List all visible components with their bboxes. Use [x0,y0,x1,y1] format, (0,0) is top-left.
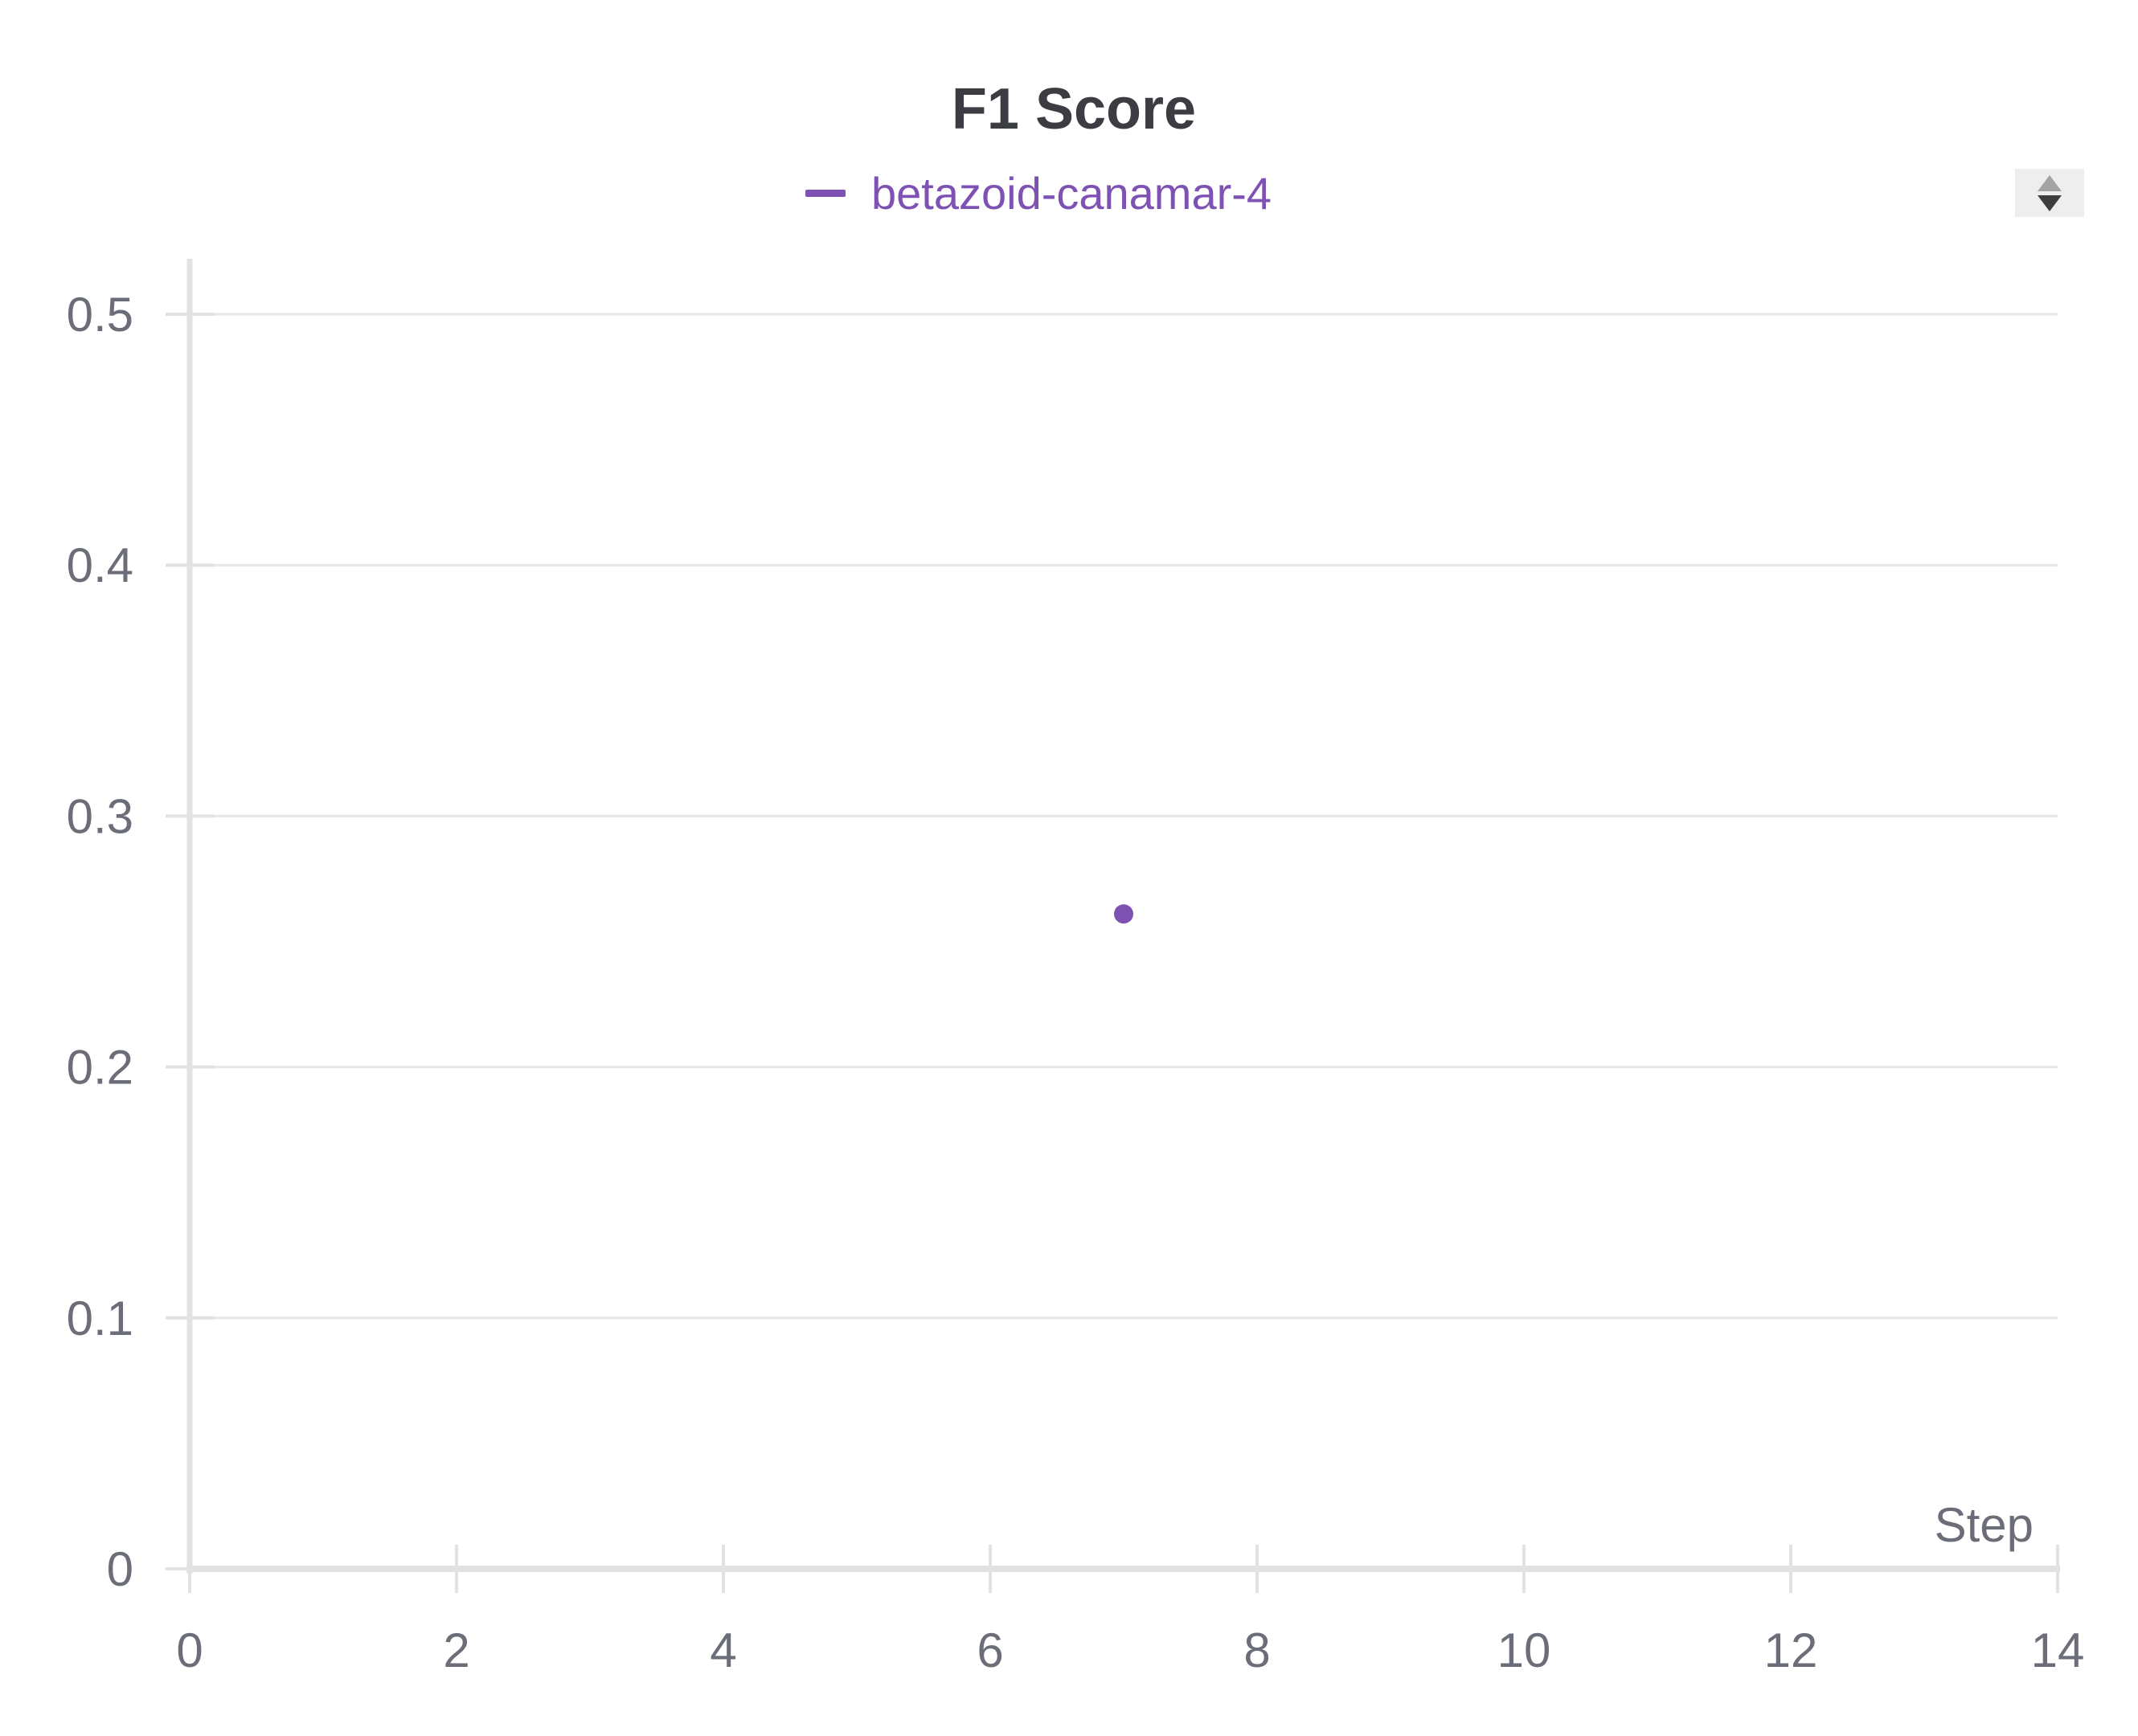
x-tick-label: 0 [176,1623,203,1677]
x-axis-title: Step [1935,1498,2034,1552]
y-tick-label: 0.5 [67,288,133,342]
data-point [1114,904,1133,924]
y-tick-label: 0.4 [67,538,133,592]
x-tick-label: 10 [1497,1623,1551,1677]
updown-arrows-icon [2038,175,2062,211]
legend: betazoid-canamar-4 [805,168,1272,219]
y-tick-label: 0.3 [67,789,133,843]
ticks: 0 0.1 0.2 0.3 0.4 0.5 0 2 4 6 8 10 12 14 [67,288,2085,1677]
y-tick-label: 0.1 [67,1292,133,1345]
legend-label: betazoid-canamar-4 [871,168,1272,219]
legend-scroll-button[interactable] [2015,169,2084,217]
x-tick-label: 8 [1243,1623,1270,1677]
gridlines [190,313,2058,1320]
axes [186,259,2060,1574]
x-tick-label: 2 [443,1623,469,1677]
plot-area [1114,904,1133,924]
x-tick-label: 12 [1764,1623,1818,1677]
x-tick-label: 14 [2031,1623,2085,1677]
y-tick-label: 0 [107,1542,133,1596]
legend-swatch [805,190,846,197]
x-tick-label: 4 [710,1623,736,1677]
y-tick-label: 0.2 [67,1041,133,1095]
chart-title: F1 Score [952,77,1196,141]
x-tick-label: 6 [977,1623,1003,1677]
